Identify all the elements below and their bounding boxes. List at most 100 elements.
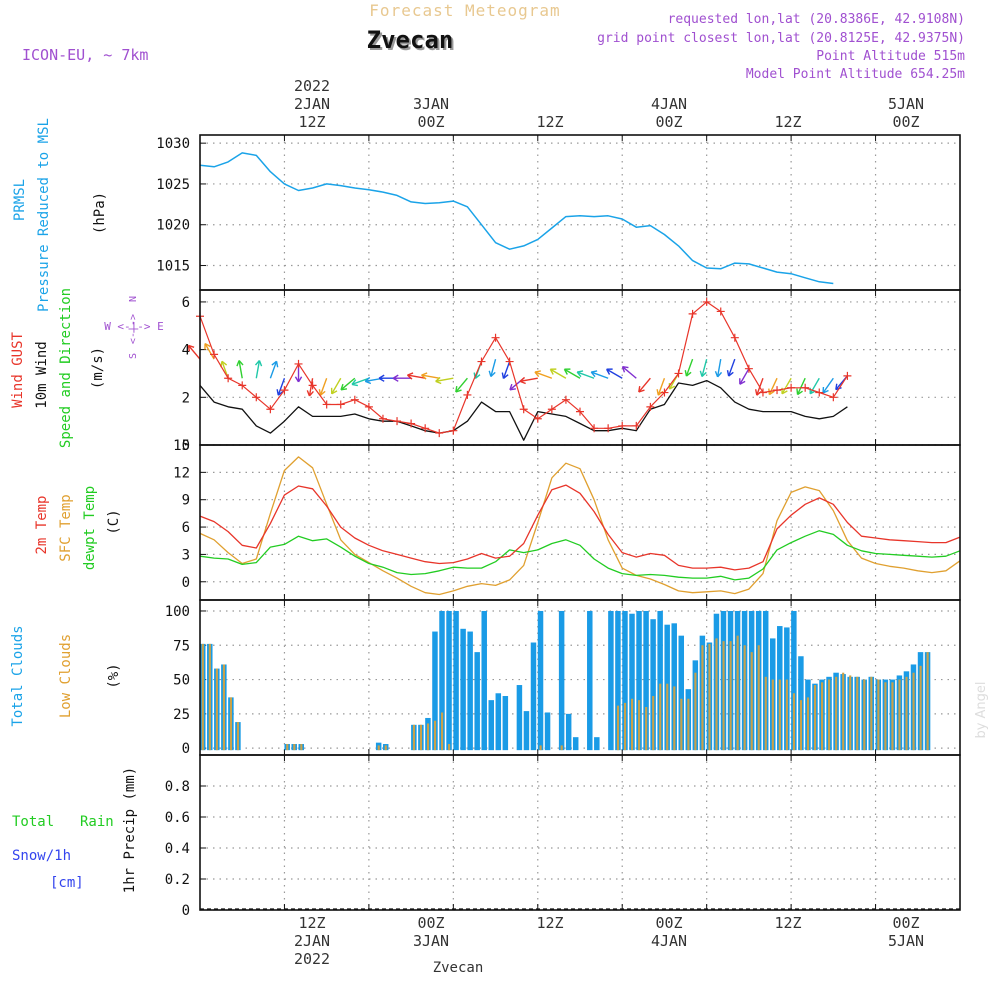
temperature-ytick-label-2: 6 xyxy=(182,520,190,536)
wind-arrow-38 xyxy=(728,358,736,377)
low-cloud-bar-3 xyxy=(222,664,225,751)
wind-arrow-18 xyxy=(435,377,454,383)
wind-gust-marker-33 xyxy=(660,388,669,397)
wind-gust-marker-46 xyxy=(843,371,852,380)
wind-arrow-3 xyxy=(238,360,243,379)
location-title: Zvecan xyxy=(367,26,454,54)
wind-arrowhead-21 xyxy=(488,370,496,378)
low-cloud-bar-71 xyxy=(701,645,704,751)
low-cloud-bar-73 xyxy=(715,638,718,751)
wind-gust-marker-27 xyxy=(576,407,584,416)
wind-gust-marker-7 xyxy=(294,359,303,368)
wind-arrowhead-1 xyxy=(204,342,211,350)
low-cloud-bar-61 xyxy=(631,698,634,751)
total-cloud-bar-51 xyxy=(558,610,565,751)
temperature-ytick-label-3: 9 xyxy=(182,493,190,509)
low-cloud-bar-100 xyxy=(905,676,908,751)
wind-arrowhead-6 xyxy=(276,389,284,396)
wind-gust-marker-5 xyxy=(266,405,275,414)
precipitation-ytick-label-0: 0 xyxy=(182,903,190,919)
low-cloud-bar-94 xyxy=(863,679,866,751)
top-tick-3-line3: 12Z xyxy=(536,113,563,131)
bottom-tick-1-line3: 2022 xyxy=(294,950,330,968)
wind-arrow-16 xyxy=(407,374,426,379)
total-cloud-bar-40 xyxy=(481,610,487,751)
wind-arrow-4 xyxy=(255,360,261,379)
low-cloud-bar-77 xyxy=(743,645,746,751)
bottom-tick-1-line2: 2JAN xyxy=(294,932,330,950)
low-cloud-bar-26 xyxy=(384,745,387,751)
wind-ytick-label-1: 2 xyxy=(182,390,190,406)
clouds-label-2: Low Clouds xyxy=(58,634,74,718)
wind-gust-marker-45 xyxy=(829,393,838,402)
wind-arrow-39 xyxy=(739,368,750,385)
temperature-ytick-label-1: 3 xyxy=(182,547,190,563)
wind-ytick-label-2: 4 xyxy=(182,343,190,359)
low-cloud-bar-60 xyxy=(623,702,627,751)
wind-arrow-5 xyxy=(269,361,278,379)
low-cloud-bar-67 xyxy=(673,686,676,751)
wind-gust-marker-21 xyxy=(491,333,500,342)
low-cloud-bar-62 xyxy=(638,700,641,751)
clouds-frame xyxy=(199,599,961,756)
total-cloud-bar-63 xyxy=(643,610,649,751)
low-cloud-bar-102 xyxy=(919,665,922,751)
model-altitude: Model Point Altitude 654.25m xyxy=(746,67,965,82)
wind-gust-marker-37 xyxy=(716,307,725,316)
total-cloud-bar-84 xyxy=(791,610,797,751)
precip-label-snow: Snow/1h xyxy=(12,848,71,864)
low-cloud-bar-86 xyxy=(806,697,810,751)
low-cloud-bar-83 xyxy=(785,679,788,751)
top-tick-4-line3: 00Z xyxy=(655,113,682,131)
low-cloud-bar-96 xyxy=(877,679,880,751)
wind-gust-marker-2 xyxy=(224,374,233,383)
total-cloud-bar-49 xyxy=(544,712,551,751)
wind-gust-marker-43 xyxy=(801,383,810,392)
wind-arrowhead-17 xyxy=(421,372,428,380)
precipitation-ytick-label-4: 0.8 xyxy=(165,779,190,795)
low-cloud-bar-65 xyxy=(659,683,662,751)
footer-location: Zvecan xyxy=(433,960,484,976)
low-cloud-bar-68 xyxy=(680,698,683,751)
low-cloud-bar-30 xyxy=(412,724,415,751)
low-cloud-bar-13 xyxy=(293,744,296,751)
wind-arrowhead-22 xyxy=(501,372,509,379)
compass-n: N xyxy=(128,296,139,302)
wind-label-3: Speed and Direction xyxy=(58,288,74,448)
low-cloud-bar-92 xyxy=(849,675,852,751)
total-cloud-bar-46 xyxy=(523,711,530,751)
requested-coords: requested lon,lat (20.8386E, 42.9108N) xyxy=(668,12,965,27)
low-cloud-bar-99 xyxy=(898,679,901,751)
wind-arrowhead-3 xyxy=(236,360,244,367)
top-time-axis: 2022 2JAN 12Z 3JAN 00Z 12Z 4JAN 00Z 12Z … xyxy=(294,77,924,131)
clouds-ytick-label-0: 0 xyxy=(182,741,190,757)
low-cloud-bar-93 xyxy=(856,676,859,751)
temp-2m-line xyxy=(199,484,961,571)
total-cloud-bar-52 xyxy=(565,713,572,751)
wind-arrow-43 xyxy=(796,377,806,395)
wind-gust-marker-32 xyxy=(646,402,655,411)
wind-arrowhead-13 xyxy=(364,376,372,385)
wind-ytick-label-3: 6 xyxy=(182,295,190,311)
total-cloud-bar-38 xyxy=(467,631,473,751)
total-cloud-bar-48 xyxy=(537,610,544,751)
low-cloud-bar-34 xyxy=(441,712,444,751)
low-cloud-bar-81 xyxy=(771,679,774,751)
pressure-unit: (hPa) xyxy=(92,192,108,234)
bottom-tick-6-line1: 00Z xyxy=(892,914,919,932)
bottom-tick-3-line1: 12Z xyxy=(536,914,563,932)
wind-arrowhead-31 xyxy=(621,365,629,373)
wind-arrow-17 xyxy=(421,374,440,379)
total-cloud-bar-61 xyxy=(629,613,635,751)
wind-arrowhead-38 xyxy=(726,370,734,377)
wind-gust-marker-20 xyxy=(477,357,486,366)
wind-gust-marker-40 xyxy=(758,388,767,397)
temp-dewpt-line xyxy=(199,530,961,581)
wind-gust-marker-22 xyxy=(505,357,514,366)
low-cloud-bar-75 xyxy=(729,641,732,751)
top-tick-1-line3: 12Z xyxy=(298,113,325,131)
total-cloud-bar-37 xyxy=(460,628,466,751)
total-cloud-bar-35 xyxy=(446,610,452,751)
wind-arrowhead-11 xyxy=(340,383,348,391)
total-cloud-bar-53 xyxy=(572,737,579,751)
